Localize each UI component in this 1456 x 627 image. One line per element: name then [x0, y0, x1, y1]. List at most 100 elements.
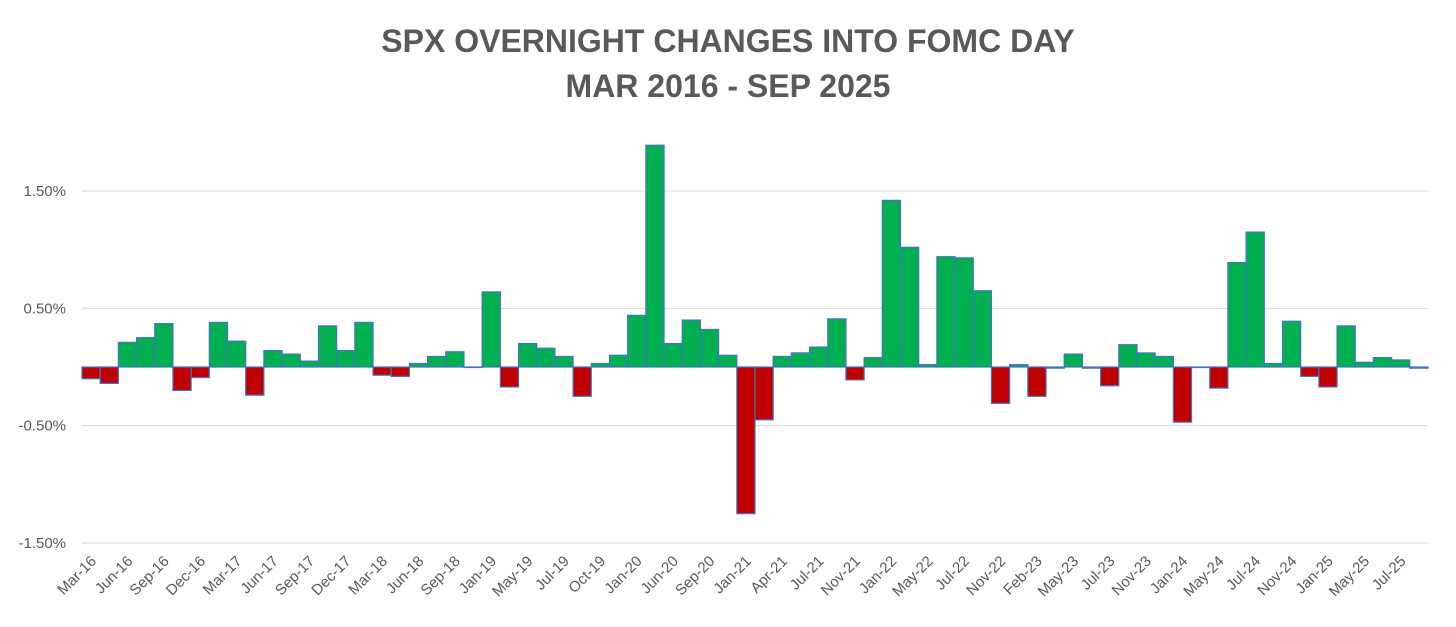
- x-tick-label: Nov-22: [963, 553, 1009, 599]
- bar: [1172, 366, 1193, 423]
- x-tick-label: Sep-16: [126, 553, 172, 599]
- y-tick-label: 0.50%: [23, 300, 66, 317]
- bar: [117, 341, 138, 368]
- bar: [317, 325, 338, 368]
- bar: [1336, 325, 1356, 368]
- bar: [918, 364, 938, 368]
- x-tick-label: Nov-21: [818, 553, 864, 599]
- bar: [790, 352, 811, 368]
- bar: [463, 366, 483, 369]
- x-tick-label: Jan-21: [710, 553, 754, 597]
- x-tick-label: Jul-25: [1369, 553, 1410, 594]
- bar: [1099, 366, 1120, 387]
- bar: [281, 353, 301, 368]
- bar: [1190, 366, 1211, 369]
- bar: [1263, 362, 1284, 368]
- bar: [135, 337, 156, 368]
- x-tick-label: Sep-17: [272, 553, 318, 599]
- bar: [681, 319, 702, 368]
- x-tick-label: Jul-19: [532, 553, 573, 594]
- bar: [190, 366, 210, 379]
- bar: [1409, 366, 1429, 369]
- bar: [718, 354, 738, 368]
- bar: [1009, 364, 1029, 368]
- x-tick-label: Mar-18: [345, 553, 391, 599]
- x-tick-label: Dec-16: [163, 553, 209, 599]
- x-tick-label: May-19: [489, 553, 536, 600]
- bar: [408, 362, 429, 368]
- x-tick-label: Mar-17: [200, 553, 246, 599]
- bar: [699, 328, 720, 368]
- bar: [1209, 366, 1229, 389]
- bar: [426, 355, 447, 368]
- y-tick-label: -0.50%: [18, 418, 66, 435]
- x-tick-label: Apr-21: [747, 553, 791, 597]
- x-tick-label: Sep-18: [417, 553, 463, 599]
- bar: [445, 351, 465, 368]
- bar: [517, 342, 538, 368]
- bar: [536, 347, 556, 368]
- bar: [81, 366, 101, 380]
- bar: [627, 314, 647, 368]
- bar: [1300, 366, 1320, 377]
- bar: [736, 366, 756, 515]
- bar: [772, 355, 792, 368]
- bar: [499, 366, 520, 388]
- bar: [99, 366, 119, 385]
- bar: [1118, 344, 1138, 368]
- x-tick-label: May-22: [889, 553, 936, 600]
- x-tick-label: Nov-23: [1109, 553, 1155, 599]
- bar: [1081, 366, 1102, 369]
- x-tick-label: Nov-24: [1254, 553, 1300, 599]
- bar: [863, 357, 883, 368]
- x-tick-label: Dec-17: [308, 553, 354, 599]
- bar: [208, 321, 229, 368]
- bar: [1136, 352, 1156, 368]
- bar: [608, 354, 629, 368]
- x-tick-label: Jan-20: [601, 553, 645, 597]
- bar: [754, 366, 774, 421]
- bar: [936, 256, 956, 368]
- bar: [354, 321, 374, 368]
- bar: [1354, 361, 1375, 368]
- bar: [1227, 261, 1247, 368]
- bar: [645, 144, 665, 368]
- chart-subtitle: MAR 2016 - SEP 2025: [566, 68, 891, 104]
- bar: [954, 257, 974, 368]
- bar: [390, 366, 411, 377]
- x-tick-label: Oct-19: [565, 553, 609, 597]
- bar: [1318, 366, 1338, 388]
- bar: [990, 366, 1011, 404]
- bar: [226, 340, 247, 368]
- bar: [299, 360, 320, 368]
- chart-title: SPX OVERNIGHT CHANGES INTO FOMC DAY: [381, 23, 1074, 59]
- bar: [481, 291, 501, 368]
- bar: [1154, 355, 1174, 368]
- x-tick-label: Sep-20: [672, 553, 718, 599]
- y-tick-label: 1.50%: [23, 183, 66, 200]
- bar: [808, 346, 829, 368]
- x-tick-label: May-23: [1035, 553, 1082, 600]
- x-tick-label: Mar-16: [54, 553, 100, 599]
- bar: [1281, 320, 1302, 368]
- bar: [590, 362, 611, 368]
- bar: [1045, 366, 1065, 369]
- bar: [572, 366, 592, 397]
- x-tick-label: May-24: [1180, 553, 1227, 600]
- bar: [372, 366, 392, 376]
- bar: [172, 366, 192, 392]
- bar: [554, 355, 574, 368]
- y-tick-label: -1.50%: [18, 535, 66, 552]
- bar: [845, 366, 865, 381]
- bar: [1027, 366, 1047, 397]
- bar: [663, 342, 683, 368]
- bar: [1391, 359, 1411, 368]
- bar: [263, 349, 283, 368]
- bar: [881, 199, 902, 368]
- bar: [245, 366, 265, 396]
- bar: [899, 246, 920, 368]
- bar: [827, 318, 847, 368]
- x-tick-label: May-25: [1326, 553, 1373, 600]
- bar: [154, 322, 174, 368]
